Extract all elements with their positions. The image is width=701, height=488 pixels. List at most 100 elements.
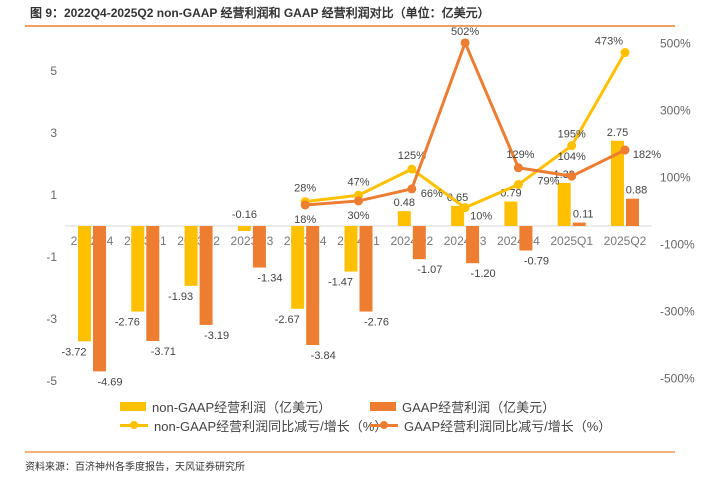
bar-data-label: -0.16 <box>232 209 257 221</box>
x-axis-tick: 2024Q4 <box>497 234 540 248</box>
bar-gaap <box>412 226 426 260</box>
bar-data-label: -0.79 <box>524 255 549 267</box>
x-axis-tick: 2024Q2 <box>390 234 433 248</box>
x-axis-tick: 2023Q3 <box>231 234 274 248</box>
x-axis-tick: 2024Q1 <box>337 234 380 248</box>
line-data-label: 195% <box>558 129 586 141</box>
legend-item-nongaap-bar: non-GAAP经营利润（亿美元） <box>120 397 331 416</box>
left-axis-tick: 3 <box>50 126 57 140</box>
bar-nongaap <box>184 226 198 286</box>
line-data-label: 18% <box>294 214 316 226</box>
right-axis-tick: -100% <box>660 238 695 252</box>
line-point <box>300 200 310 210</box>
bar-data-label: -1.07 <box>417 264 442 276</box>
x-axis-tick: 2023Q1 <box>124 234 167 248</box>
line-data-label: 129% <box>506 149 534 161</box>
line-point <box>407 164 417 174</box>
legend-item-gaap-bar: GAAP经营利润（亿美元） <box>370 397 555 416</box>
legend-label: non-GAAP经营利润同比减亏/增长（%） <box>154 419 388 434</box>
legend-label: non-GAAP经营利润（亿美元） <box>152 400 332 415</box>
line-data-label: 502% <box>451 26 479 38</box>
bar-data-label: 0.48 <box>394 197 415 209</box>
title-divider <box>25 25 675 27</box>
left-axis-tick: -1 <box>46 250 57 264</box>
line-point <box>513 163 523 173</box>
left-axis-tick: 1 <box>50 188 57 202</box>
bar-gaap <box>572 222 586 226</box>
legend-label: GAAP经营利润（亿美元） <box>402 400 556 415</box>
line-point <box>513 180 523 190</box>
bar-nongaap <box>611 140 624 226</box>
bar-data-label: 2.75 <box>607 127 628 139</box>
bar-nongaap <box>237 226 251 231</box>
left-axis-tick: -5 <box>46 374 57 388</box>
bar-data-label: -3.71 <box>151 346 176 358</box>
bar-nongaap <box>291 226 305 309</box>
line-point <box>354 196 363 206</box>
legend-line-marker <box>370 421 398 429</box>
bar-gaap <box>146 226 160 342</box>
bar-data-label: -2.76 <box>364 317 389 329</box>
legend-line-marker <box>120 421 148 429</box>
bar-data-label: -3.84 <box>311 350 336 362</box>
bar-data-label: -3.19 <box>204 330 229 342</box>
line-data-label: 28% <box>294 183 316 195</box>
line-point <box>567 171 577 181</box>
right-axis-tick: 300% <box>660 104 691 118</box>
x-axis-tick: 2022Q4 <box>71 234 114 248</box>
line-data-label: 125% <box>398 150 426 162</box>
x-axis-tick: 2023Q2 <box>177 234 220 248</box>
line-point <box>620 145 630 155</box>
bar-nongaap <box>557 182 571 226</box>
legend-item-gaap-line: GAAP经营利润同比减亏/增长（%） <box>370 416 611 435</box>
legend-item-nongaap-line: non-GAAP经营利润同比减亏/增长（%） <box>120 416 387 435</box>
legend-swatch <box>370 402 396 411</box>
line-data-label: 79% <box>537 176 559 188</box>
bar-nongaap <box>344 226 358 272</box>
legend-label: GAAP经营利润同比减亏/增长（%） <box>404 419 612 434</box>
bar-data-label: -4.69 <box>97 376 122 388</box>
bar-data-label: 0.65 <box>447 192 468 204</box>
bar-nongaap <box>78 226 91 342</box>
legend-swatch <box>120 402 146 411</box>
left-axis-tick: -3 <box>46 312 57 326</box>
x-axis-tick: 2024Q3 <box>444 234 487 248</box>
right-axis-tick: -300% <box>660 305 695 319</box>
source-divider <box>25 451 675 453</box>
source-note: 资料来源：百济神州各季度报告，天风证券研究所 <box>25 462 245 473</box>
line-data-label: 47% <box>347 176 369 188</box>
line-point <box>460 38 470 48</box>
bar-nongaap <box>451 205 465 226</box>
bar-nongaap <box>397 211 411 226</box>
chart: 5 3 1 -1 -3 -5 500% 300% 100% -100% -300% -500% 2022… <box>46 26 695 389</box>
bar-gaap <box>466 226 480 264</box>
bar-gaap <box>93 226 106 372</box>
bar-gaap <box>359 226 373 312</box>
bar-data-label: 0.88 <box>626 185 647 197</box>
line-point <box>620 48 630 58</box>
x-axis-tick: 2025Q1 <box>550 234 593 248</box>
line-data-label: 66% <box>421 188 443 200</box>
x-axis-tick: 2023Q4 <box>284 234 327 248</box>
bar-data-label: 0.11 <box>573 209 594 221</box>
bar-gaap <box>626 198 639 226</box>
bar-data-label: -3.72 <box>61 346 86 358</box>
bar-data-label: -1.47 <box>328 277 353 289</box>
left-axis-tick: 5 <box>50 64 57 78</box>
bar-gaap <box>252 226 266 268</box>
line-data-label: 104% <box>558 151 586 163</box>
x-axis-tick: 2025Q2 <box>604 234 647 248</box>
bar-gaap <box>519 226 533 251</box>
bar-data-label: -1.20 <box>471 268 496 280</box>
bar-gaap <box>306 226 320 346</box>
chart-title: 图 9：2022Q4-2025Q2 non-GAAP 经营利润和 GAAP 经营… <box>30 6 490 20</box>
line-data-label: 182% <box>633 149 661 161</box>
right-axis-tick: -500% <box>660 372 695 386</box>
right-axis-tick: 500% <box>660 37 691 51</box>
bar-data-label: -1.93 <box>168 291 193 303</box>
bar-data-label: -2.76 <box>115 317 140 329</box>
right-axis-tick: 100% <box>660 171 691 185</box>
bar-nongaap <box>131 226 145 312</box>
bar-nongaap <box>504 201 518 226</box>
